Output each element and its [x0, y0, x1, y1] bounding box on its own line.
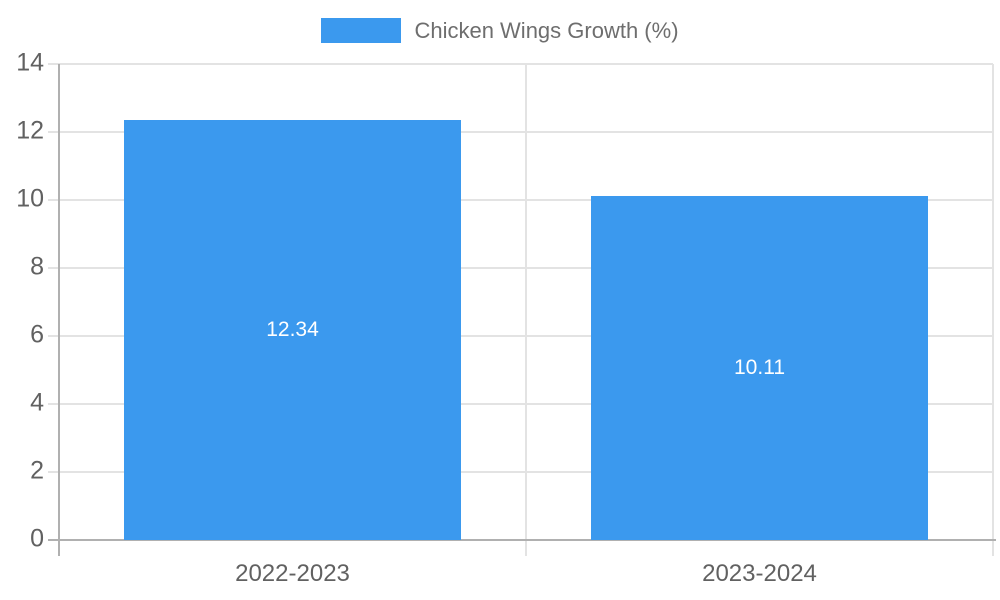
y-tick-label: 10	[16, 184, 44, 213]
y-axis-line	[58, 64, 60, 556]
gridline	[48, 335, 993, 337]
y-tick-label: 2	[30, 456, 44, 485]
y-tick-label: 8	[30, 252, 44, 281]
x-axis-label: 2023-2024	[702, 560, 817, 587]
legend-label: Chicken Wings Growth (%)	[414, 18, 679, 43]
gridline	[48, 471, 993, 473]
x-axis-label: 2022-2023	[235, 560, 350, 587]
gridline	[48, 199, 993, 201]
legend-swatch	[321, 18, 402, 43]
bar-value-label: 10.11	[734, 356, 785, 380]
category-divider-gridline	[992, 64, 994, 556]
y-tick-label: 0	[30, 524, 44, 553]
x-axis-line	[48, 539, 996, 541]
category-divider-gridline	[525, 64, 527, 556]
y-tick-label: 4	[30, 388, 44, 417]
y-tick-label: 14	[16, 48, 44, 77]
bar-value-label: 12.34	[266, 318, 319, 342]
gridline	[48, 267, 993, 269]
gridline	[48, 131, 993, 133]
chart-legend[interactable]: Chicken Wings Growth (%)	[0, 18, 1000, 43]
bar	[124, 120, 461, 540]
y-tick-label: 6	[30, 320, 44, 349]
gridline	[48, 63, 993, 65]
bar	[591, 196, 928, 540]
gridline	[48, 403, 993, 405]
y-tick-label: 12	[16, 116, 44, 145]
